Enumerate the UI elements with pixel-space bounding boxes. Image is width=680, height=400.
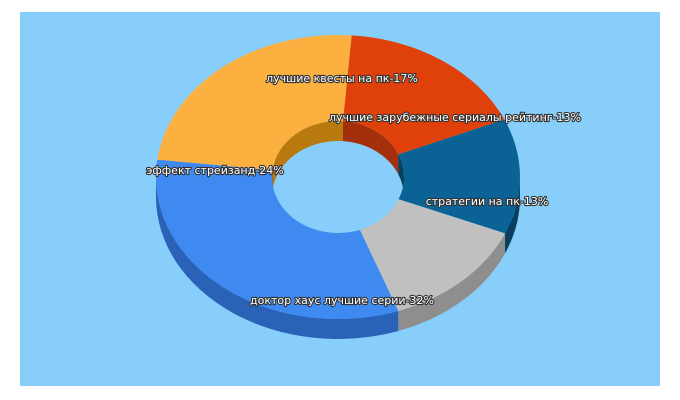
pie-slice[interactable] [398, 119, 520, 234]
pie-slice[interactable] [342, 35, 505, 155]
slice-outer-wall [398, 233, 506, 331]
slice-label: стратегии на пк-13% [426, 195, 549, 208]
slice-outer-wall [505, 177, 520, 254]
chart-slice-layer [156, 35, 520, 319]
slice-label: эффект стрейзанд-24% [146, 164, 283, 177]
pie-slice[interactable] [359, 199, 506, 311]
slice-inner-wall [342, 121, 399, 175]
pie-slice[interactable] [157, 35, 352, 171]
slice-inner-wall [272, 121, 343, 191]
pie-slice[interactable] [156, 159, 399, 319]
chart-label-layer: лучшие квесты на пк-17% лучшие зарубежные… [145, 71, 582, 308]
slice-label: лучшие квесты на пк-17% [266, 72, 418, 85]
chart-depth-layer [156, 121, 520, 339]
slice-label: доктор хаус лучшие серии-32% [250, 294, 434, 307]
slice-inner-wall [398, 154, 404, 197]
slice-outer-wall [156, 177, 399, 339]
slice-label: лучшие зарубежные сериалы рейтинг-13% [329, 111, 581, 124]
donut-chart: лучшие квесты на пк-17% лучшие зарубежные… [20, 12, 660, 386]
chart-panel: лучшие квесты на пк-17% лучшие зарубежные… [20, 12, 660, 386]
